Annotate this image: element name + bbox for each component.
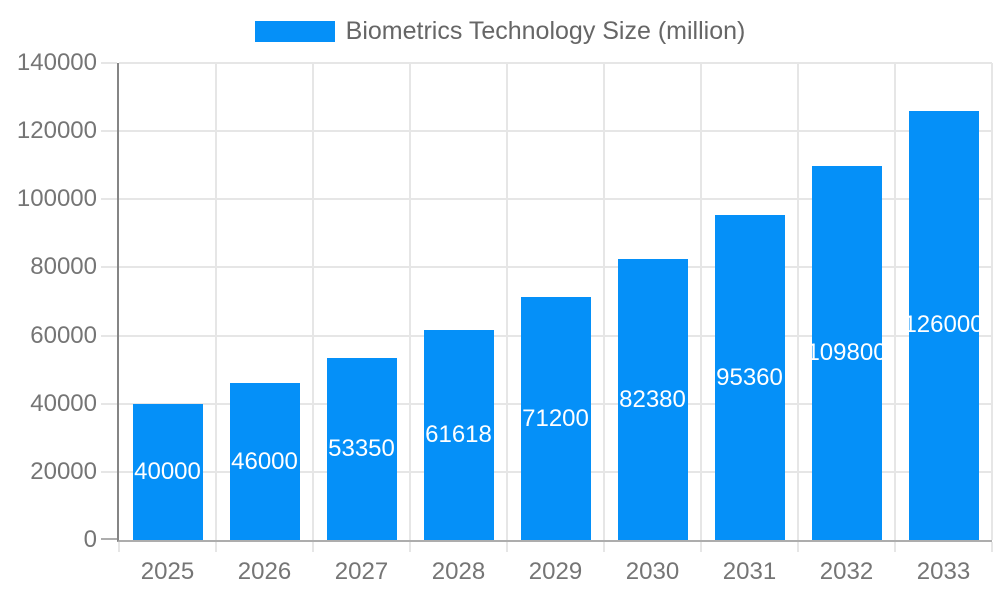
bar-value-label: 40000 <box>134 457 201 485</box>
legend-swatch <box>254 20 335 42</box>
legend-label: Biometrics Technology Size (million) <box>345 16 746 45</box>
x-tick-label-2030: 2030 <box>625 558 680 585</box>
bar-2029[interactable]: 71200 <box>520 297 591 540</box>
y-tick-mark <box>101 402 117 405</box>
x-tick-mark <box>991 542 993 552</box>
v-gridline <box>506 63 508 540</box>
h-gridline <box>119 198 992 201</box>
bar-value-label: 95360 <box>716 363 783 391</box>
legend[interactable]: Biometrics Technology Size (million) <box>0 14 1000 48</box>
x-tick-mark <box>603 542 605 552</box>
x-tick-mark <box>797 542 799 552</box>
v-gridline <box>312 63 314 540</box>
x-tick-mark <box>409 542 411 552</box>
v-gridline <box>797 63 799 540</box>
x-tick-mark <box>312 542 314 552</box>
y-tick-label: 120000 <box>16 117 97 145</box>
y-tick-mark <box>101 130 117 133</box>
y-tick-mark <box>101 538 117 540</box>
bar-value-label: 61618 <box>425 421 492 449</box>
x-tick-label-2028: 2028 <box>431 558 486 585</box>
x-tick-label-2026: 2026 <box>237 558 292 585</box>
bar-value-label: 126000 <box>908 311 979 339</box>
x-tick-label-2025: 2025 <box>140 558 195 585</box>
y-tick-label: 80000 <box>30 253 97 281</box>
x-tick-label-2027: 2027 <box>334 558 389 585</box>
y-tick-mark <box>101 470 117 473</box>
v-gridline <box>603 63 605 540</box>
bar-2033[interactable]: 126000 <box>908 110 979 540</box>
x-tick-label-2033: 2033 <box>916 558 971 585</box>
y-tick-mark <box>101 198 117 201</box>
y-tick-mark <box>101 334 117 337</box>
v-gridline <box>894 63 896 540</box>
bar-2031[interactable]: 95360 <box>714 215 785 540</box>
y-tick-label: 40000 <box>30 389 97 417</box>
bar-2025[interactable]: 40000 <box>132 403 203 540</box>
h-gridline <box>119 130 992 133</box>
bar-2028[interactable]: 61618 <box>423 330 494 540</box>
bar-2030[interactable]: 82380 <box>617 259 688 540</box>
y-tick-label: 20000 <box>30 457 97 485</box>
plot-area: 0 20000 40000 60000 80000 100000 120000 140000 4… <box>17 49 993 585</box>
y-tick-label: 0 <box>83 526 97 553</box>
v-gridline <box>215 63 217 540</box>
x-tick-mark <box>506 542 508 552</box>
bar-value-label: 71200 <box>522 404 589 432</box>
bar-2027[interactable]: 53350 <box>326 358 397 540</box>
y-tick-mark <box>101 62 117 64</box>
bar-2032[interactable]: 109800 <box>811 165 882 540</box>
y-tick-label: 100000 <box>16 185 97 213</box>
x-tick-label-2032: 2032 <box>819 558 874 585</box>
x-tick-mark <box>118 542 120 552</box>
y-tick-label: 60000 <box>30 321 97 349</box>
x-tick-label-2029: 2029 <box>528 558 583 585</box>
bar-value-label: 82380 <box>619 385 686 413</box>
x-tick-mark <box>700 542 702 552</box>
bar-value-label: 53350 <box>328 435 395 463</box>
v-gridline <box>991 63 993 540</box>
h-gridline <box>119 62 992 64</box>
x-tick-mark <box>894 542 896 552</box>
bar-value-label: 46000 <box>231 447 298 475</box>
x-tick-mark <box>215 542 217 552</box>
bar-value-label: 109800 <box>811 338 882 366</box>
v-gridline <box>409 63 411 540</box>
x-tick-label-2031: 2031 <box>722 558 777 585</box>
v-gridline <box>700 63 702 540</box>
h-gridline <box>119 266 992 269</box>
bar-2026[interactable]: 46000 <box>229 383 300 540</box>
y-tick-label: 140000 <box>16 49 97 76</box>
y-tick-mark <box>101 266 117 269</box>
